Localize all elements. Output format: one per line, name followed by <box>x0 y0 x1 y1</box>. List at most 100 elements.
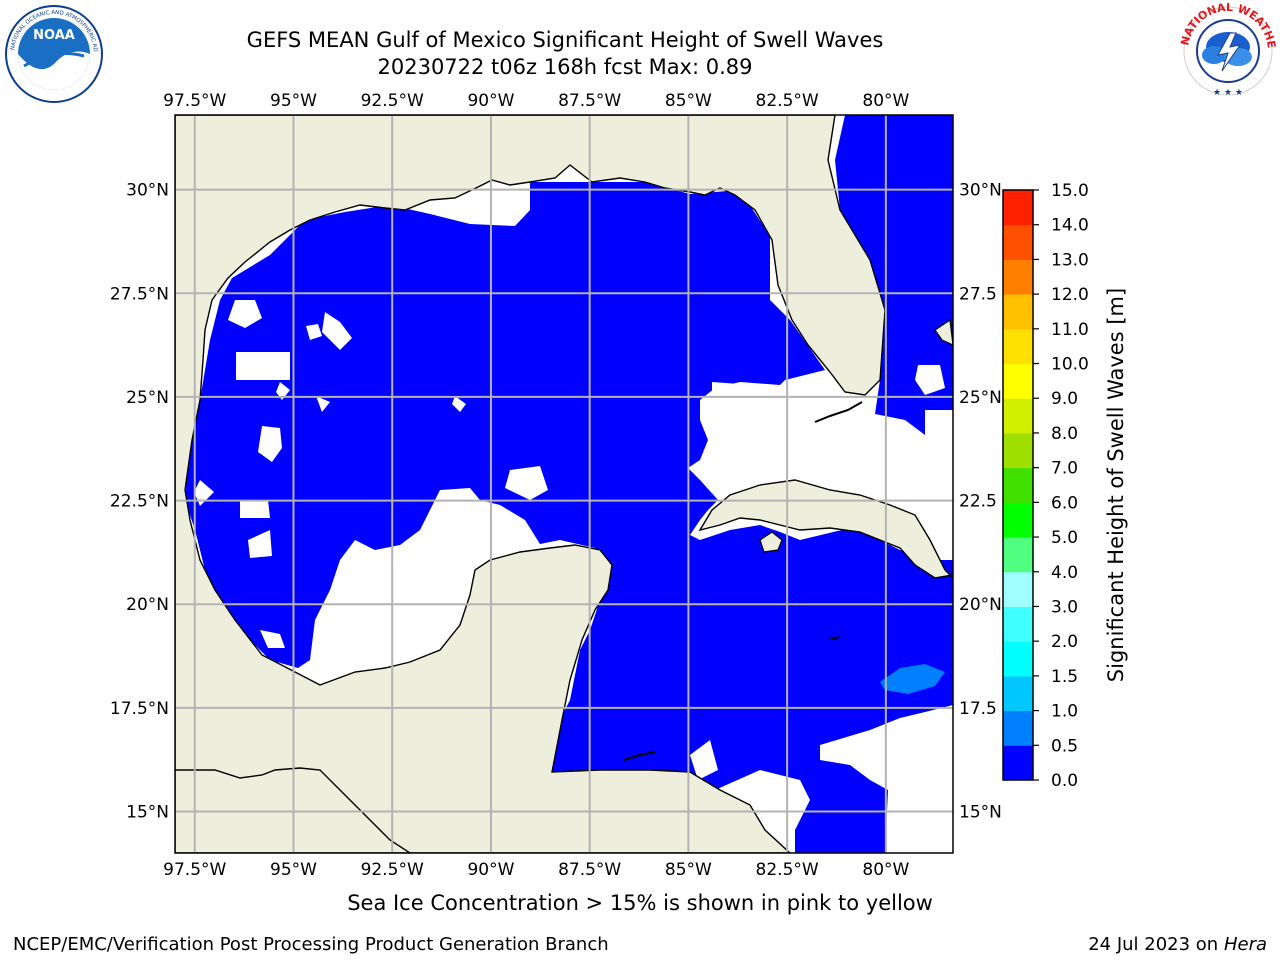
colorbar-tick-label: 0.0 <box>1051 771 1078 791</box>
swell-field-gulf <box>185 182 953 853</box>
colorbar-bin <box>1003 398 1033 434</box>
lon-tick-top: 95°W <box>270 91 317 111</box>
no-data-patch <box>260 630 285 648</box>
no-data-patch <box>322 312 352 350</box>
lon-tick-bottom: 92.5°W <box>361 860 424 880</box>
colorbar-bin <box>1003 675 1033 712</box>
colorbar-bin <box>1003 745 1033 781</box>
no-data-patch <box>712 382 740 400</box>
colorbar-tick-label: 12.0 <box>1051 285 1089 305</box>
lon-tick-top: 97.5°W <box>163 91 226 111</box>
colorbar-bin <box>1003 537 1033 573</box>
date-line: 24 Jul 2023 on Hera <box>1088 934 1267 955</box>
florida-keys <box>814 401 863 423</box>
land-cuba <box>698 479 953 579</box>
colorbar-bin <box>1003 328 1033 365</box>
lat-tick-right: 30°N <box>959 181 1002 201</box>
swell-field-atlantic <box>835 115 953 435</box>
no-data-patch <box>240 500 270 518</box>
colorbar-bin <box>1003 606 1033 642</box>
colorbar: 0.0 0.5 1.0 1.5 2.0 3.0 4.0 5.0 6.0 7.0 8.0 9.0 10.0… <box>1002 181 1089 791</box>
colorbar-bin <box>1003 571 1033 607</box>
no-data-patch <box>452 396 466 412</box>
colorbar-tick-label: 4.0 <box>1051 563 1078 583</box>
colorbar-tick-label: 2.0 <box>1051 632 1078 652</box>
chart-title: GEFS MEAN Gulf of Mexico Significant Hei… <box>246 28 884 52</box>
cayman-island <box>828 636 840 640</box>
no-data-patch <box>228 300 262 328</box>
colorbar-tick-label: 15.0 <box>1051 181 1089 201</box>
colorbar-tick-label: 7.0 <box>1051 459 1078 479</box>
swell-patch-caribbean <box>880 664 945 694</box>
lon-tick-top: 87.5°W <box>558 91 621 111</box>
colorbar-label: Significant Height of Swell Waves [m] <box>1104 288 1128 682</box>
lat-tick-left: 22.5°N <box>110 492 169 512</box>
colorbar-frame <box>1002 189 1034 781</box>
colorbar-bin <box>1003 259 1033 295</box>
noaa-logo: NOAA NATIONAL OCEANIC AND ATMOSPHERIC AD… <box>4 4 103 103</box>
lat-tick-left: 27.5°N <box>110 284 169 304</box>
no-data-patch <box>505 466 548 500</box>
lon-tick-top: 90°W <box>467 91 514 111</box>
lat-tick-left: 20°N <box>126 595 169 615</box>
no-data-patch <box>316 396 330 412</box>
no-data-patch <box>258 426 282 462</box>
colorbar-tick-label: 6.0 <box>1051 493 1078 513</box>
lon-tick-top: 92.5°W <box>361 91 424 111</box>
credit-line: NCEP/EMC/Verification Post Processing Pr… <box>13 934 609 955</box>
nws-logo: NATIONAL WEATHER SERVICE ★ ★ ★ <box>1178 3 1278 98</box>
lat-tick-right: 17.5 <box>959 699 997 719</box>
no-data-patch <box>915 365 945 395</box>
lon-tick-bottom: 90°W <box>467 860 514 880</box>
noaa-logo-text: NOAA <box>33 28 75 43</box>
colorbar-bin <box>1003 363 1033 399</box>
lat-tick-left: 17.5°N <box>110 699 169 719</box>
lat-tick-right: 25°N <box>959 388 1002 408</box>
colorbar-tick-label: 0.5 <box>1051 736 1078 756</box>
lat-tick-right: 20°N <box>959 595 1002 615</box>
colorbar-bin <box>1003 294 1033 330</box>
no-data-patch <box>236 352 290 380</box>
bay-islands <box>623 751 656 761</box>
lat-tick-right: 15°N <box>959 803 1002 823</box>
lon-tick-bottom: 82.5°W <box>756 860 819 880</box>
map-panel <box>175 115 953 853</box>
lon-tick-top: 85°W <box>665 91 712 111</box>
no-data-patch <box>248 530 272 558</box>
land-isle-of-youth <box>759 531 783 553</box>
land-bahamas <box>934 318 953 346</box>
lon-tick-top: 82.5°W <box>756 91 819 111</box>
lat-tick-right: 27.5 <box>959 284 997 304</box>
colorbar-tick-label: 1.0 <box>1051 702 1078 722</box>
lon-tick-bottom: 87.5°W <box>558 860 621 880</box>
colorbar-bin <box>1003 224 1033 260</box>
colorbar-bin <box>1003 502 1033 538</box>
colorbar-bin <box>1003 710 1033 746</box>
lat-tick-right: 22.5 <box>959 492 997 512</box>
lon-tick-bottom: 97.5°W <box>163 860 226 880</box>
map-axes: 97.5°W 97.5°W 95°W 95°W 92.5°W 92.5°W 90°W 90°W… <box>110 91 1002 880</box>
lon-tick-bottom: 85°W <box>665 860 712 880</box>
colorbar-bin <box>1003 641 1033 677</box>
no-data-patch <box>306 324 322 340</box>
colorbar-tick-label: 13.0 <box>1051 250 1089 270</box>
date-text: 24 Jul 2023 on <box>1088 934 1219 955</box>
colorbar-bin <box>1003 190 1033 226</box>
lon-tick-top: 80°W <box>862 91 909 111</box>
no-data-patch <box>194 480 214 506</box>
gridlines <box>175 115 953 853</box>
lon-tick-bottom: 95°W <box>270 860 317 880</box>
svg-text:★ ★ ★: ★ ★ ★ <box>1213 88 1243 98</box>
colorbar-tick-label: 1.5 <box>1051 667 1078 687</box>
colorbar-tick-label: 3.0 <box>1051 597 1078 617</box>
colorbar-tick-label: 14.0 <box>1051 216 1089 236</box>
map-frame <box>174 114 954 854</box>
colorbar-tick-label: 5.0 <box>1051 528 1078 548</box>
colorbar-tick-label: 8.0 <box>1051 424 1078 444</box>
lat-tick-left: 15°N <box>126 803 169 823</box>
no-data-patch <box>276 382 290 400</box>
chart-subtitle: 20230722 t06z 168h fcst Max: 0.89 <box>377 55 753 79</box>
lon-tick-bottom: 80°W <box>862 860 909 880</box>
colorbar-bin <box>1003 467 1033 503</box>
